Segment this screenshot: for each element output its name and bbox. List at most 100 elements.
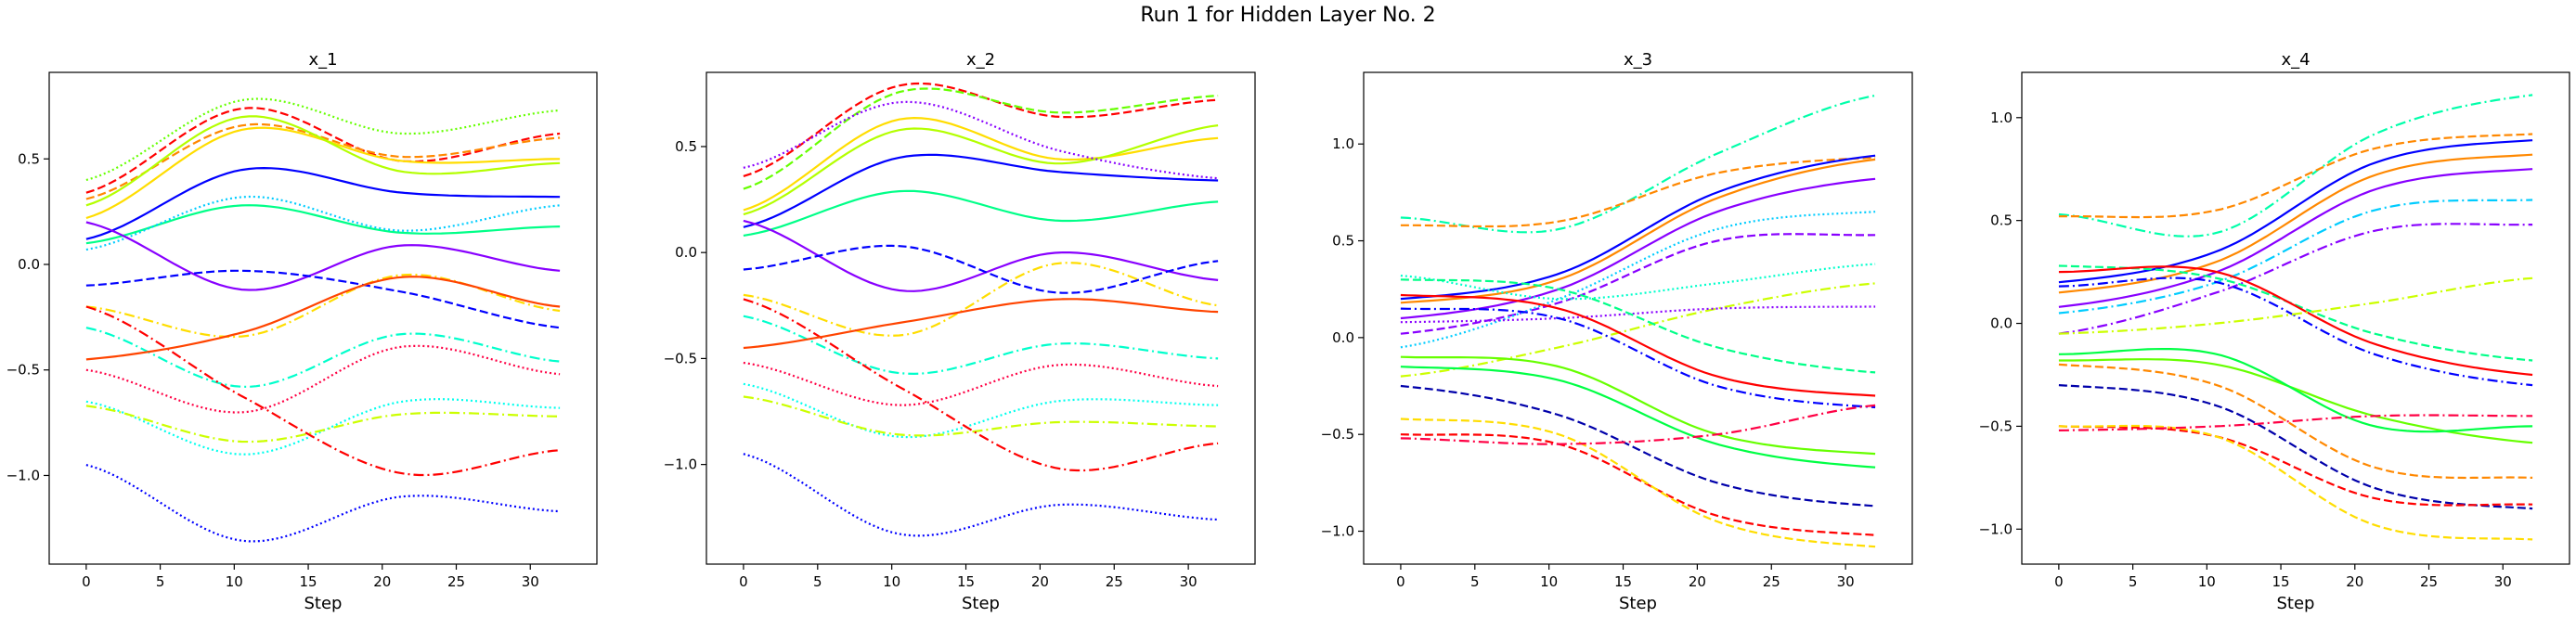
series-line — [743, 453, 1219, 537]
series-line — [743, 298, 1219, 472]
series-line — [85, 305, 561, 477]
series-line — [1400, 282, 1876, 378]
x-tick-label: 10 — [1540, 573, 1558, 590]
series-line — [2058, 139, 2533, 284]
series-line — [2058, 168, 2533, 308]
series-line — [2058, 384, 2533, 510]
series-line — [1400, 418, 1876, 548]
series-line — [85, 204, 561, 245]
series-line — [85, 344, 561, 414]
series-line — [2058, 94, 2533, 238]
x-tick-label: 25 — [447, 573, 465, 590]
series-line — [743, 361, 1219, 406]
series-line — [85, 464, 561, 543]
x-axis-label: Step — [1619, 594, 1657, 613]
x-tick-label: 10 — [226, 573, 243, 590]
series-line — [2058, 363, 2533, 480]
y-tick-label: −1.0 — [6, 467, 40, 483]
series-line — [1400, 404, 1876, 445]
series-line — [85, 97, 561, 182]
series-line — [1400, 307, 1876, 409]
subplot-title: x_3 — [1624, 50, 1652, 70]
plot-frame — [48, 71, 598, 565]
series-line — [743, 262, 1219, 337]
x-tick-label: 5 — [813, 573, 822, 590]
series-line — [85, 195, 561, 251]
series-line — [85, 126, 561, 220]
y-tick-label: −1.0 — [664, 456, 697, 473]
x-tick-label: 20 — [2346, 573, 2363, 590]
series-line — [743, 395, 1219, 437]
series-line — [743, 244, 1219, 294]
series-line — [85, 398, 561, 456]
series-line — [85, 276, 561, 361]
y-tick-label: −1.0 — [1979, 521, 2013, 537]
x-tick-label: 25 — [2420, 573, 2438, 590]
x-tick-label: 0 — [739, 573, 748, 590]
y-tick-label: 0.5 — [675, 138, 697, 155]
x-axis-label: Step — [304, 594, 343, 613]
x-tick-label: 30 — [522, 573, 539, 590]
series-line — [1400, 384, 1876, 508]
series-line — [85, 107, 561, 194]
series-line — [85, 327, 561, 389]
series-line — [1400, 154, 1876, 301]
series-line — [1400, 158, 1876, 304]
series-line — [1400, 278, 1876, 374]
x-axis-label: Step — [2277, 594, 2315, 613]
plot-frame — [2021, 71, 2570, 565]
plot-frame — [1363, 71, 1913, 565]
x-tick-label: 0 — [2054, 573, 2064, 590]
series-line — [2058, 265, 2533, 377]
series-line — [1400, 94, 1876, 234]
x-tick-label: 10 — [883, 573, 900, 590]
y-tick-label: −1.0 — [1321, 523, 1354, 540]
y-tick-label: −0.5 — [664, 350, 697, 366]
series-line — [85, 405, 561, 443]
series-line — [2058, 358, 2533, 444]
y-tick-label: 1.0 — [1332, 135, 1354, 152]
series-line — [85, 221, 561, 291]
x-axis-label: Step — [962, 594, 1000, 613]
series-line — [1400, 211, 1876, 349]
subplot-title: x_2 — [966, 50, 995, 70]
subplot-x2: 0 5 10 15 20 25 30 −1.0 −0.5 0.0 0.5 x_2 Step — [664, 50, 1256, 613]
series-line — [743, 116, 1219, 212]
subplot-title: x_4 — [2281, 50, 2310, 70]
plot-frame — [705, 71, 1256, 565]
series-line — [85, 269, 561, 329]
y-tick-label: 0.0 — [1332, 329, 1354, 346]
x-tick-label: 0 — [1396, 573, 1405, 590]
x-tick-label: 20 — [1031, 573, 1049, 590]
series-line — [2058, 153, 2533, 294]
x-tick-label: 5 — [2129, 573, 2138, 590]
y-tick-label: 0.5 — [1990, 212, 2013, 229]
series-line — [2058, 223, 2533, 335]
x-tick-label: 5 — [1470, 573, 1480, 590]
series-line — [743, 124, 1219, 216]
series-line — [743, 189, 1219, 237]
y-tick-label: 0.5 — [18, 150, 40, 167]
subplot-title: x_1 — [308, 50, 337, 70]
subplot-x1: 0 5 10 15 20 25 30 −1.0 −0.5 0.0 0.5 x_1 Step — [6, 50, 598, 613]
series-line — [1400, 263, 1876, 301]
y-tick-label: −0.5 — [1321, 426, 1354, 443]
series-line — [85, 115, 561, 207]
figure-title: Run 1 for Hidden Layer No. 2 — [1140, 4, 1436, 27]
series-line — [2058, 133, 2533, 219]
series-line — [1400, 233, 1876, 335]
x-tick-label: 30 — [1837, 573, 1855, 590]
x-tick-label: 15 — [1614, 573, 1632, 590]
series-line — [85, 166, 561, 240]
x-tick-label: 15 — [300, 573, 317, 590]
series-line — [2058, 199, 2533, 315]
series-line — [85, 122, 561, 200]
x-tick-label: 10 — [2198, 573, 2216, 590]
series-line — [1400, 366, 1876, 469]
series-line — [2058, 424, 2533, 541]
x-tick-label: 0 — [82, 573, 91, 590]
y-tick-label: 0.0 — [675, 244, 697, 261]
x-tick-label: 25 — [1763, 573, 1780, 590]
series-line — [2058, 414, 2533, 431]
